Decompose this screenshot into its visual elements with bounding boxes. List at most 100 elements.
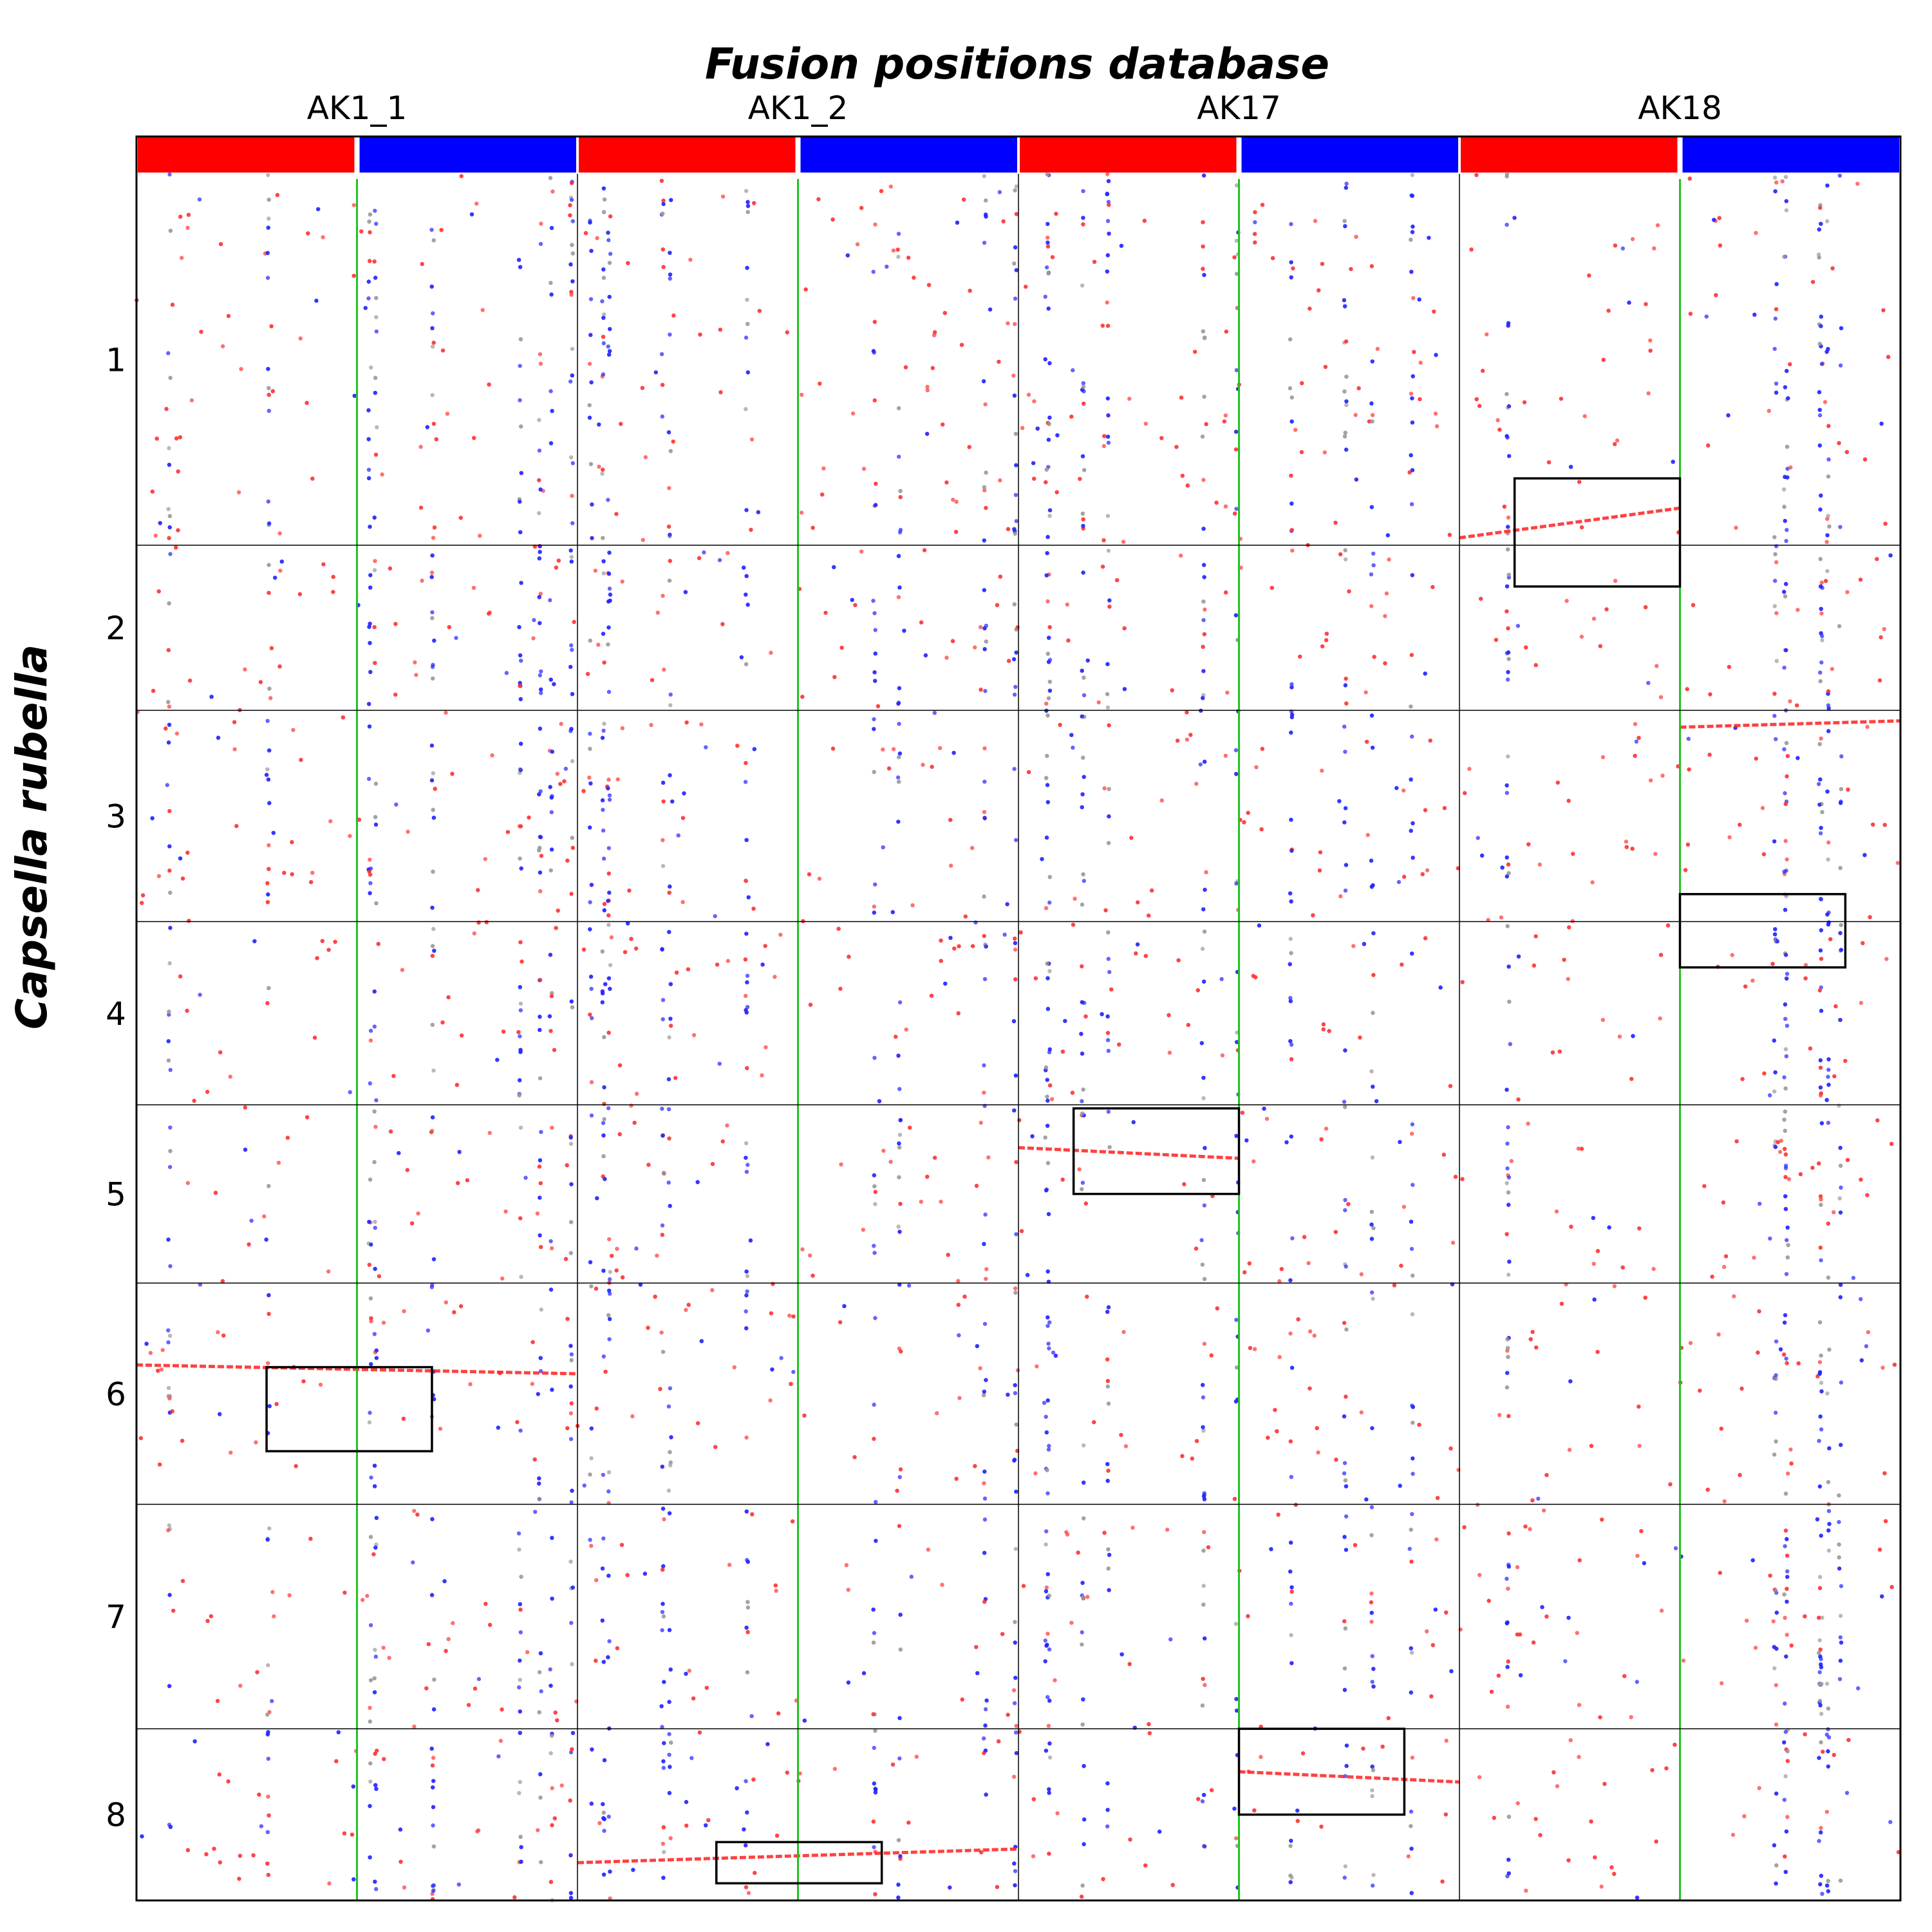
data-point: [265, 767, 270, 772]
data-point: [606, 923, 611, 927]
data-point: [1420, 872, 1425, 877]
data-point: [1837, 1542, 1841, 1547]
data-point: [1105, 219, 1111, 223]
data-point: [1080, 1580, 1085, 1585]
data-point: [1782, 254, 1787, 259]
data-point: [1343, 888, 1348, 893]
data-point: [1750, 1558, 1755, 1562]
data-point: [1406, 1854, 1411, 1859]
data-point: [725, 1123, 729, 1128]
data-point: [676, 833, 680, 838]
data-point: [267, 867, 271, 872]
data-point: [1837, 1196, 1842, 1201]
data-point: [294, 1464, 298, 1468]
data-point: [549, 281, 553, 285]
data-point: [1318, 850, 1323, 855]
data-point: [897, 1230, 902, 1234]
data-point: [1046, 221, 1050, 227]
data-point: [1289, 1633, 1293, 1637]
data-point: [368, 573, 373, 577]
data-point: [1369, 1290, 1374, 1295]
data-point: [243, 667, 247, 672]
data-point: [519, 866, 523, 871]
data-point: [1774, 1881, 1778, 1886]
data-point: [1783, 1206, 1788, 1212]
data-point: [1665, 923, 1671, 928]
data-point: [1774, 1683, 1778, 1687]
data-point: [1290, 1236, 1295, 1241]
data-point: [896, 247, 900, 252]
data-point: [1612, 1871, 1617, 1876]
data-point: [538, 673, 542, 678]
data-point: [1808, 1046, 1813, 1051]
data-point: [1127, 1662, 1132, 1666]
data-point: [1105, 1309, 1110, 1314]
data-point: [1374, 1099, 1379, 1103]
data-point: [1179, 395, 1184, 400]
data-point: [1013, 1883, 1017, 1888]
data-point: [148, 1351, 153, 1355]
data-point: [1065, 602, 1070, 607]
data-point: [601, 728, 606, 733]
data-point: [1818, 831, 1823, 836]
data-point: [262, 1214, 267, 1219]
data-point: [1819, 1389, 1824, 1394]
data-point: [1044, 1749, 1049, 1753]
data-point: [1817, 255, 1821, 260]
data-point: [1014, 184, 1019, 189]
data-point: [881, 1149, 886, 1153]
data-point: [601, 536, 605, 540]
data-point: [1030, 1134, 1035, 1139]
data-point: [885, 265, 889, 269]
data-point: [570, 243, 574, 247]
data-point: [1506, 650, 1511, 655]
data-point: [1312, 1333, 1317, 1338]
data-point: [1013, 1730, 1018, 1735]
data-point: [872, 398, 877, 403]
data-point: [368, 1804, 372, 1808]
data-point: [1315, 1426, 1319, 1430]
data-point: [1107, 1553, 1112, 1557]
data-point: [550, 1823, 554, 1828]
column-bar-left: [579, 136, 796, 173]
data-point: [589, 1284, 594, 1289]
data-point: [306, 231, 310, 236]
data-point: [373, 661, 377, 666]
data-point: [1826, 1057, 1831, 1062]
data-point: [903, 365, 908, 370]
data-point: [1081, 384, 1086, 389]
data-point: [585, 671, 590, 677]
data-point: [1046, 437, 1051, 442]
data-point: [1685, 842, 1691, 847]
data-point: [1544, 1614, 1549, 1619]
data-point: [1506, 525, 1510, 529]
data-point: [745, 980, 749, 985]
data-point: [1819, 1740, 1823, 1745]
data-point: [1289, 221, 1293, 227]
data-point: [1371, 551, 1376, 556]
data-point: [1830, 666, 1835, 671]
data-point: [897, 1282, 902, 1287]
data-point: [1630, 847, 1635, 851]
data-point: [1047, 1852, 1051, 1856]
data-point: [1826, 1508, 1832, 1514]
data-point: [1321, 1027, 1326, 1032]
data-point: [1033, 976, 1038, 980]
column-labels: AK1_1 AK1_2 AK17 AK18: [307, 89, 1722, 127]
data-point: [570, 346, 575, 352]
data-point: [518, 824, 523, 829]
data-point: [1818, 1703, 1823, 1708]
data-point: [550, 409, 554, 413]
data-point: [608, 962, 613, 968]
data-point: [634, 1091, 639, 1096]
data-point: [659, 352, 664, 357]
data-point: [617, 1132, 622, 1137]
data-point: [1554, 1209, 1559, 1214]
data-point: [601, 210, 606, 214]
data-point: [1505, 677, 1510, 682]
data-point: [538, 1356, 543, 1360]
data-point: [267, 801, 272, 805]
data-point: [1500, 865, 1505, 870]
data-point: [589, 1456, 594, 1461]
data-point: [368, 881, 373, 886]
